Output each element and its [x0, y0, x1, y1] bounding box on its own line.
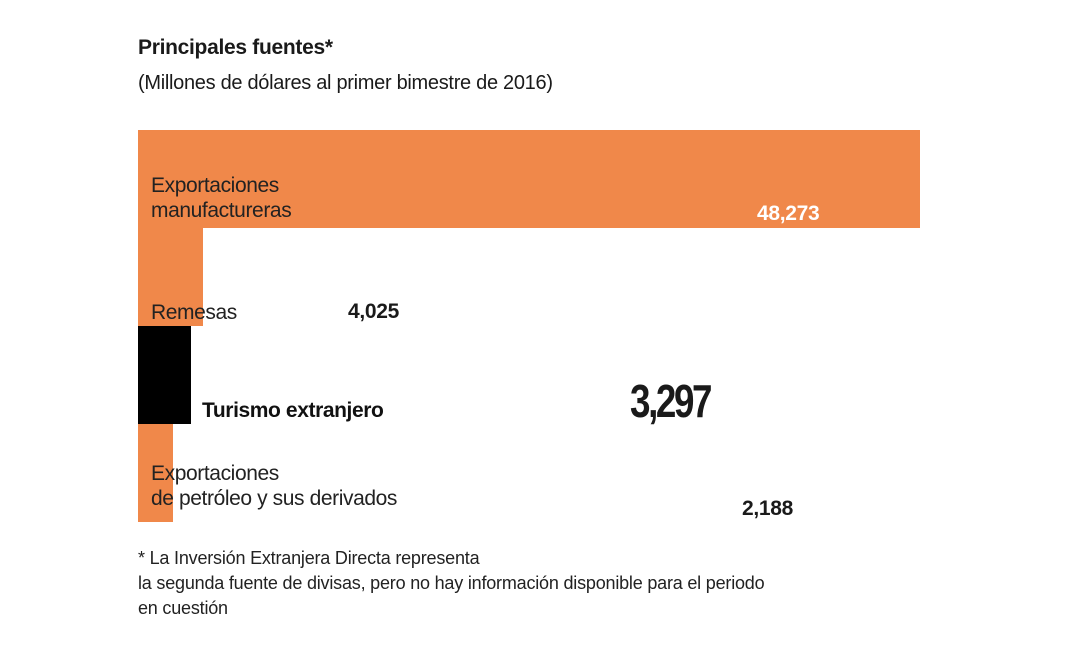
bar-exportaciones-petroleo [138, 424, 173, 522]
category-label-line: de petróleo y sus derivados [151, 487, 398, 510]
value-label: 3,297 [630, 375, 713, 427]
chart-subtitle: (Millones de dólares al primer bimestre … [138, 72, 553, 94]
footnote-line: * La Inversión Extranjera Directa repres… [138, 548, 480, 568]
chart-title: Principales fuentes* [138, 36, 333, 59]
category-label: Turismo extranjero [202, 399, 384, 422]
category-label-line: Exportaciones [151, 174, 279, 197]
footnote-line: en cuestión [138, 598, 228, 618]
bar-exportaciones-manufactureras [138, 130, 920, 228]
footnote-line: la segunda fuente de divisas, pero no ha… [138, 573, 765, 593]
bar-turismo-extranjero [138, 326, 191, 424]
footnote: * La Inversión Extranjera Directa repres… [138, 546, 765, 621]
category-label: Exportaciones manufactureras [151, 173, 292, 223]
value-label: 4,025 [348, 300, 400, 323]
value-label: 48,273 [757, 202, 820, 225]
category-label: Exportaciones de petróleo y sus derivado… [151, 461, 397, 511]
category-label-line: Exportaciones [151, 462, 279, 485]
value-label: 2,188 [742, 497, 794, 520]
bar-remesas [138, 228, 203, 326]
category-label: Remesas [151, 301, 237, 324]
category-label-line: manufactureras [151, 199, 292, 222]
